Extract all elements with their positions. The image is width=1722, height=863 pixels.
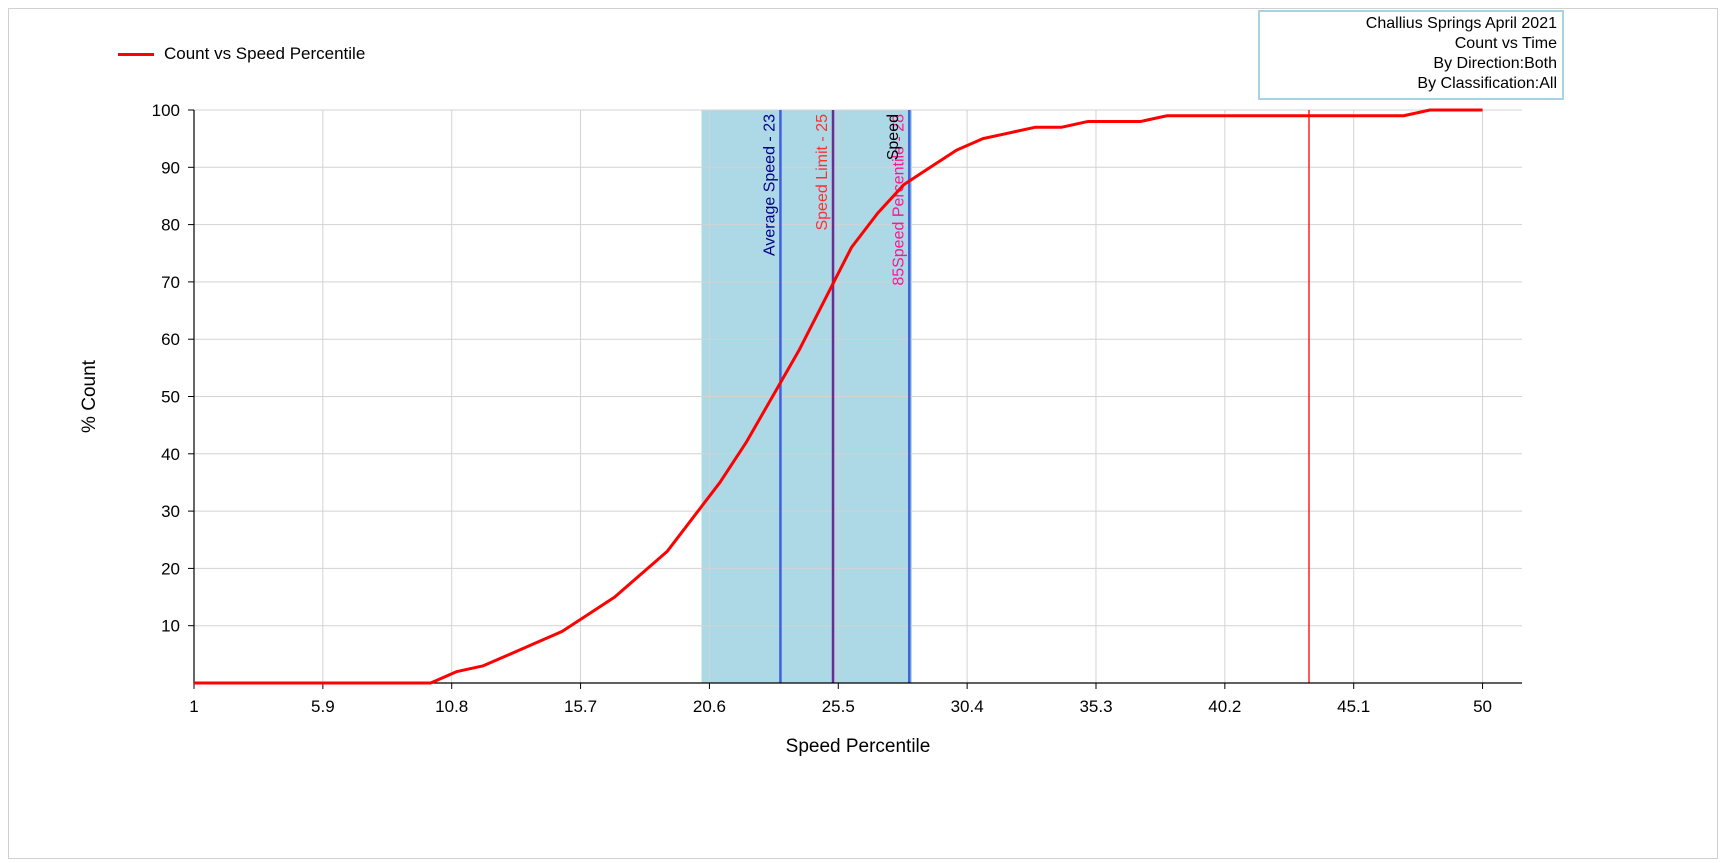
chart-frame — [8, 8, 1718, 859]
y-tick-label: 90 — [161, 158, 180, 177]
x-tick-label: 5.9 — [311, 697, 335, 716]
y-tick-label: 70 — [161, 273, 180, 292]
reference-line-label: Average Speed - 23 — [761, 114, 778, 256]
reference-line-label: 85Speed Percentile - 28 — [890, 114, 907, 286]
legend-swatch — [118, 52, 154, 56]
y-tick-label: 10 — [161, 617, 180, 636]
chart-info-box: Challius Springs April 2021 Count vs Tim… — [1258, 10, 1564, 100]
legend-label: Count vs Speed Percentile — [164, 44, 366, 63]
chart-legend: Count vs Speed Percentile — [118, 44, 365, 64]
info-box-line: By Direction:Both — [1433, 55, 1557, 72]
series-line — [194, 108, 1483, 685]
y-tick-label: 60 — [161, 330, 180, 349]
x-tick-label: 30.4 — [951, 697, 984, 716]
reference-line-label: Speed Limit - 25 — [814, 114, 831, 231]
y-tick-label: 30 — [161, 502, 180, 521]
y-tick-label: 80 — [161, 216, 180, 235]
x-tick-label: 20.6 — [693, 697, 726, 716]
x-axis-title: Speed Percentile — [786, 736, 931, 757]
x-tick-label: 50 — [1473, 697, 1492, 716]
info-box-line: Challius Springs April 2021 — [1365, 15, 1557, 32]
y-tick-label: 40 — [161, 445, 180, 464]
y-tick-label: 50 — [161, 388, 180, 407]
x-tick-label: 35.3 — [1079, 697, 1112, 716]
x-tick-label: 1 — [189, 697, 198, 716]
info-box-line: Count vs Time — [1454, 35, 1557, 52]
y-tick-label: 100 — [152, 101, 180, 120]
x-tick-label: 15.7 — [564, 697, 597, 716]
x-tick-label: 10.8 — [435, 697, 468, 716]
reference-line-label: Speed — [885, 114, 902, 160]
y-tick-label: 20 — [161, 559, 180, 578]
x-tick-label: 25.5 — [822, 697, 855, 716]
x-tick-label: 45.1 — [1337, 697, 1370, 716]
x-tick-label: 40.2 — [1208, 697, 1241, 716]
y-axis-title: % Count — [79, 359, 100, 433]
info-box-line: By Classification:All — [1417, 75, 1557, 92]
